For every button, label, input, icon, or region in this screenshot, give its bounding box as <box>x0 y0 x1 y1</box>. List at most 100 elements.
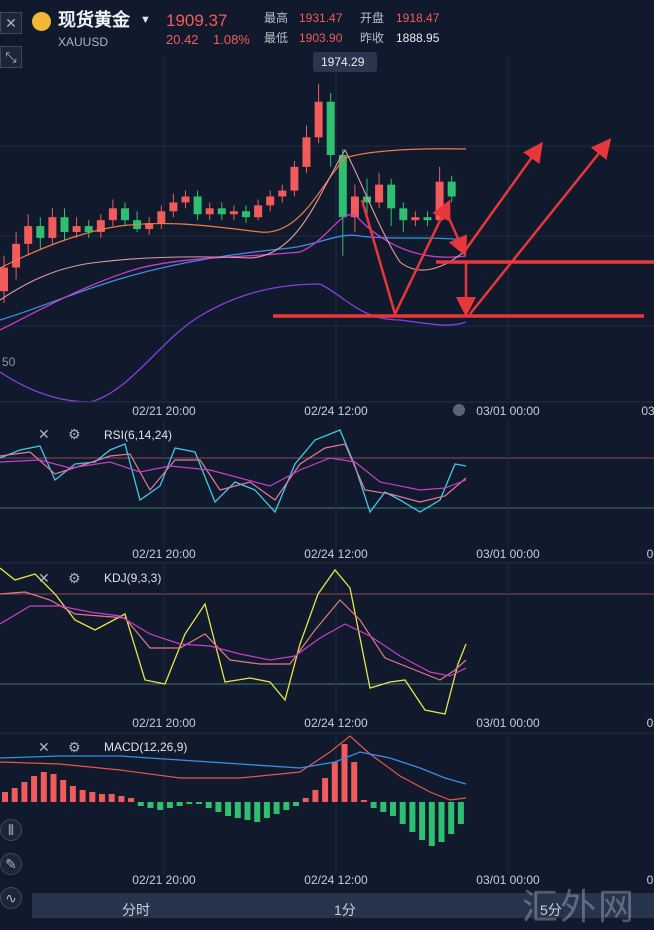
macd-bar <box>331 762 338 802</box>
prev-close-label: 昨收 <box>360 31 385 45</box>
candle-body <box>108 208 117 221</box>
macd-tick-2: 02/24 12:00 <box>304 873 368 887</box>
macd-bar <box>419 802 426 840</box>
macd-bar <box>31 776 38 802</box>
macd-bar <box>409 802 416 832</box>
rsi-line-2 <box>0 443 467 503</box>
quote-header: ✕ ⤡ 现货黄金 ▼ XAUUSD 1909.37 20.42 1.08% 最高… <box>0 0 654 68</box>
candle-body <box>229 211 238 215</box>
candle-tool-icon[interactable]: ⦀ <box>0 819 22 841</box>
macd-tick-4: 0 <box>646 873 654 887</box>
kdj-tick-3: 03/01 00:00 <box>476 716 540 730</box>
macd-bar <box>457 802 464 824</box>
macd-bar <box>322 778 329 802</box>
kdj-tick-4: 0 <box>646 716 654 730</box>
candle-body <box>12 243 21 268</box>
open-label: 开盘 <box>360 11 385 25</box>
tab-1min[interactable]: 1分 <box>334 902 356 918</box>
candle-body <box>24 226 33 244</box>
candle-body <box>375 184 384 203</box>
macd-bar <box>69 786 76 802</box>
macd-bar <box>215 802 222 812</box>
macd-bar <box>50 774 57 802</box>
dropdown-icon[interactable]: ▼ <box>140 14 151 26</box>
candle-body <box>205 208 214 215</box>
rsi-tick-3: 03/01 00:00 <box>476 547 540 561</box>
candle-body <box>169 202 178 212</box>
macd-bar <box>157 802 164 810</box>
rsi-settings-icon[interactable]: ⚙ <box>68 426 81 442</box>
close-icon[interactable]: ✕ <box>0 12 22 34</box>
macd-bar <box>11 788 18 802</box>
macd-bar <box>254 802 261 822</box>
ma-pink-line <box>0 148 467 301</box>
macd-bar <box>118 796 125 802</box>
kdj-k-line <box>0 591 467 681</box>
low-label: 最低 <box>264 31 289 45</box>
indicator-tool-icon[interactable]: ∿ <box>0 887 22 909</box>
kdj-close-icon[interactable]: ✕ <box>38 570 50 586</box>
axis-side-label: 50 <box>2 355 16 369</box>
macd-bar <box>302 798 309 802</box>
macd-bar <box>137 802 144 806</box>
last-price: 1909.37 <box>166 11 228 30</box>
macd-bar <box>360 800 367 802</box>
macd-bar <box>351 762 358 802</box>
price-change: 20.42 <box>166 32 199 47</box>
rsi-line-3 <box>0 457 467 491</box>
watermark: 汇外网 <box>522 887 637 928</box>
main-tick-3: 03/01 00:00 <box>476 404 540 418</box>
tab-5min[interactable]: 5分 <box>540 902 562 918</box>
macd-bar <box>205 802 212 808</box>
candle-body <box>96 220 105 232</box>
macd-tick-3: 03/01 00:00 <box>476 873 540 887</box>
macd-tick-1: 02/21 20:00 <box>132 873 196 887</box>
macd-bar <box>293 802 299 806</box>
candle-body <box>290 166 299 191</box>
macd-bar <box>89 792 96 802</box>
macd-bar <box>263 802 270 818</box>
candle-body <box>84 226 93 232</box>
pen-tool-icon[interactable]: ✎ <box>0 853 22 875</box>
prev-close-value: 1888.95 <box>396 31 440 45</box>
instrument-name[interactable]: 现货黄金 <box>58 10 130 30</box>
candle-body <box>363 196 371 203</box>
candle-body <box>0 267 8 292</box>
macd-close-icon[interactable]: ✕ <box>38 739 50 755</box>
candle-body <box>60 217 69 232</box>
collapse-icon[interactable]: ⤡ <box>0 46 22 68</box>
rsi-close-icon[interactable]: ✕ <box>38 426 50 442</box>
main-tick-4: 03 <box>641 404 654 418</box>
kdj-panel <box>0 564 654 734</box>
macd-histogram <box>2 744 464 846</box>
kdj-settings-icon[interactable]: ⚙ <box>68 570 81 586</box>
high-value: 1931.47 <box>299 11 343 25</box>
macd-bar <box>166 802 173 808</box>
macd-settings-icon[interactable]: ⚙ <box>68 739 81 755</box>
candle-body <box>72 226 81 232</box>
macd-bar <box>176 802 183 806</box>
rsi-title: RSI(6,14,24) <box>104 428 173 442</box>
candle-body <box>302 137 311 167</box>
rsi-panel <box>0 420 654 564</box>
kdj-tick-1: 02/21 20:00 <box>132 716 196 730</box>
macd-bar <box>438 802 445 842</box>
kdj-j-line <box>0 567 467 715</box>
macd-bar <box>273 802 280 814</box>
rsi-tick-2: 02/24 12:00 <box>304 547 368 561</box>
rsi-line-1 <box>0 429 467 514</box>
crosshair-dot-icon[interactable] <box>453 404 465 416</box>
tab-timeshare[interactable]: 分时 <box>122 902 150 918</box>
macd-bar <box>128 798 135 802</box>
macd-bar <box>448 802 455 834</box>
macd-bar <box>60 780 67 802</box>
macd-bar <box>390 802 396 816</box>
ma-blue-line <box>0 234 467 321</box>
macd-bar <box>341 744 348 802</box>
peak-label-box <box>313 52 377 72</box>
macd-bar <box>234 802 241 818</box>
macd-dea-line <box>0 751 467 785</box>
symbol: XAUUSD <box>58 35 109 49</box>
macd-dif-line <box>0 735 467 801</box>
